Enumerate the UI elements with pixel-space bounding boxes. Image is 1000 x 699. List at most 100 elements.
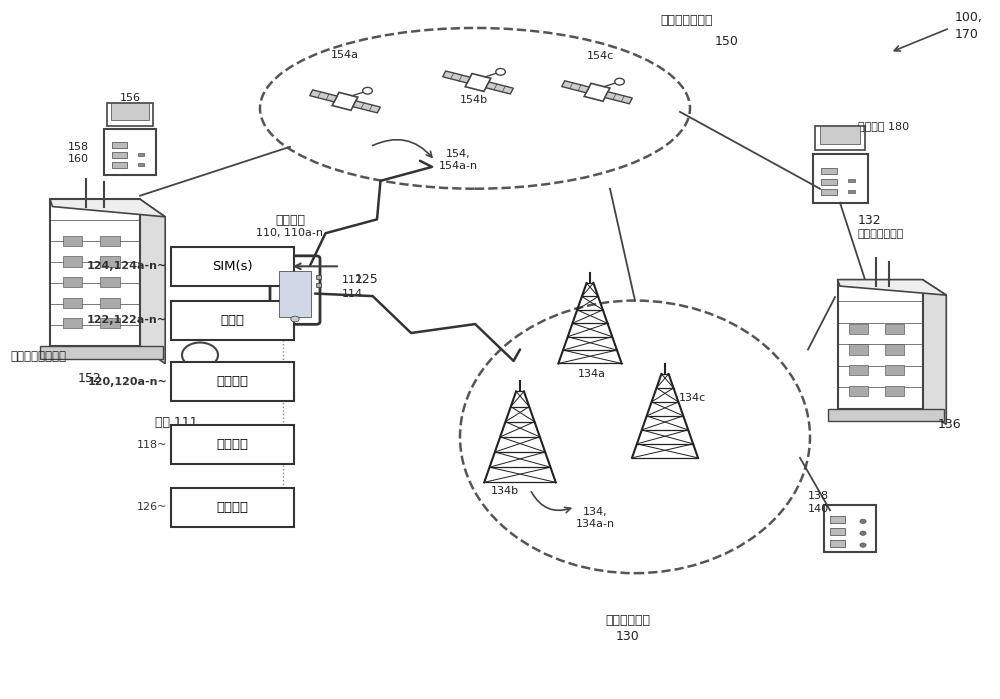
Bar [821,179,837,185]
Bar [849,344,868,354]
Polygon shape [332,92,358,110]
Text: 158: 158 [68,142,89,152]
Bar [100,277,120,287]
Bar [885,386,904,396]
Polygon shape [562,81,589,93]
Text: 138: 138 [808,491,829,501]
Text: 地面网络运营商: 地面网络运营商 [858,229,904,239]
FancyBboxPatch shape [171,488,294,527]
Bar [885,344,904,354]
Text: 134c: 134c [678,394,706,403]
Bar [316,283,321,287]
Text: 154a: 154a [331,50,359,59]
Bar [138,153,144,156]
Text: 116: 116 [237,254,258,264]
Text: 170: 170 [955,29,979,41]
Text: 134,: 134, [583,507,607,517]
Circle shape [860,531,866,535]
Text: 软件应用: 软件应用 [216,375,248,388]
Text: 132: 132 [858,214,882,226]
Polygon shape [140,199,165,363]
FancyBboxPatch shape [270,256,320,324]
Text: 用户设备: 用户设备 [275,214,305,226]
Text: 136: 136 [938,419,962,431]
Circle shape [182,343,218,368]
Bar [112,143,127,148]
Bar [50,199,140,346]
Text: SIM(s): SIM(s) [212,260,253,273]
Text: 160: 160 [68,154,89,164]
Bar [815,126,865,150]
Bar [885,365,904,375]
Bar [100,257,120,267]
Bar [63,318,82,329]
Polygon shape [176,368,224,380]
Circle shape [860,519,866,524]
Text: 124,124a-n~: 124,124a-n~ [87,261,167,271]
Polygon shape [486,82,513,94]
Bar [104,129,156,175]
Bar [63,298,82,308]
Bar [830,540,845,547]
Circle shape [291,316,299,322]
Circle shape [496,69,505,75]
Text: 110, 110a-n: 110, 110a-n [256,229,324,238]
FancyBboxPatch shape [171,247,294,286]
Polygon shape [443,71,470,83]
Polygon shape [605,92,632,103]
Text: 150: 150 [715,36,739,48]
Bar [279,271,311,317]
Bar [848,190,855,193]
Text: 非地面网络运营商: 非地面网络运营商 [10,350,66,363]
Bar [824,505,876,552]
Bar [820,126,860,145]
Circle shape [363,87,372,94]
FancyBboxPatch shape [171,362,294,401]
Bar [821,168,837,174]
Text: 位置模块: 位置模块 [216,501,248,514]
Text: 114: 114 [342,289,363,298]
Polygon shape [584,83,610,101]
Text: 130: 130 [616,630,640,642]
Polygon shape [922,280,946,424]
Polygon shape [310,90,337,102]
Text: 操作系统: 操作系统 [216,438,248,451]
Text: 154b: 154b [460,95,488,105]
Circle shape [615,78,624,85]
Bar [821,189,837,196]
Text: 134a-n: 134a-n [575,519,615,529]
Text: 122,122a-n~: 122,122a-n~ [87,315,167,325]
Text: 154c: 154c [586,51,614,61]
Bar [63,277,82,287]
Bar [830,528,845,535]
Text: 112: 112 [342,275,363,284]
Text: 非地面通信网络: 非地面通信网络 [660,15,712,27]
Polygon shape [838,280,946,295]
Bar [838,280,922,409]
Bar [849,324,868,334]
Text: 远程设备 180: 远程设备 180 [858,121,909,131]
Text: 用户 111: 用户 111 [155,417,198,429]
Polygon shape [50,199,165,217]
Bar [830,516,845,523]
Bar [107,103,153,126]
Bar [40,346,163,359]
Bar [112,162,127,168]
Bar [111,103,149,120]
Text: 154a-n: 154a-n [438,161,478,171]
Bar [63,257,82,267]
Text: 156: 156 [120,93,140,103]
Text: 126~: 126~ [137,503,167,512]
Polygon shape [353,101,380,113]
Text: 收发器: 收发器 [220,314,244,326]
Bar [138,163,144,166]
Text: 100,: 100, [955,11,983,24]
Text: 地面通信网络: 地面通信网络 [606,614,650,627]
Bar [112,152,127,158]
Text: 154,: 154, [446,149,470,159]
Bar [100,318,120,329]
Bar [848,179,855,182]
Text: 140: 140 [808,504,829,514]
Text: 118~: 118~ [137,440,167,449]
Bar [100,298,120,308]
